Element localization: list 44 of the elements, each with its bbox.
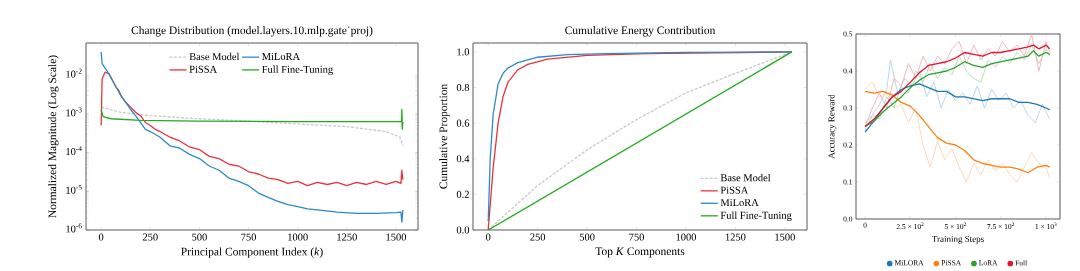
y-tick-label: 0.0	[456, 226, 470, 234]
legend-label: MiLoRA	[720, 199, 759, 207]
y-tick-label: 10$^{-4}$	[66, 146, 82, 156]
x-tick-label: 0	[486, 233, 491, 241]
legend-label: PiSSA	[189, 65, 217, 73]
line-series	[100, 106, 404, 147]
line-series	[100, 51, 404, 223]
x-tick-label: 1500	[775, 233, 795, 241]
x-tick-label: 500	[192, 233, 207, 241]
y-tick-label: 1.0	[457, 48, 470, 56]
x-tick-label: 250	[530, 233, 546, 241]
y-tick-label: 10$^{-2}$	[66, 68, 82, 78]
chart-title: Cumulative Energy Contribution	[565, 26, 716, 37]
x-tick-label: 0	[98, 233, 104, 241]
legend-label: MiLoRA	[262, 52, 300, 60]
x-tick-label: 1250	[725, 233, 746, 241]
legend-label: Full Fine-Tuning	[262, 65, 333, 76]
y-axis-title: Cumulative Proportion	[439, 84, 450, 189]
legend-label: Base Model	[720, 173, 771, 182]
x-axis-title: Top K Components	[595, 247, 685, 258]
y-tick-label: 0.6	[456, 119, 470, 127]
x-axis-title: Training Steps	[932, 235, 984, 244]
legend-label: Full Fine-Tuning	[720, 211, 792, 221]
x-tick-label: 750	[629, 233, 644, 241]
line-series	[864, 81, 1051, 183]
chart-title: Change Distribution (model.layers.10.mlp.gate˙proj)	[131, 26, 373, 37]
x-tick-label: 500	[579, 233, 595, 241]
legend-label: Base Model	[189, 52, 240, 61]
y-tick-label: 10$^{-3}$	[66, 107, 82, 117]
y-tick-label: 0.4	[456, 155, 470, 163]
y-axis-title: Accuracy Reward	[828, 94, 837, 159]
y-tick-label: 0.8	[456, 83, 470, 92]
x-tick-label: 750	[241, 233, 256, 241]
legend-label: PiSSA	[720, 186, 749, 194]
x-tick-label: 1500	[386, 233, 407, 241]
x-tick-label: 250	[142, 233, 158, 241]
x-tick-label: 1000	[676, 233, 697, 241]
x-tick-label: 1000	[288, 233, 308, 241]
y-tick-label: 0.2	[456, 190, 469, 198]
x-tick-label: 1250	[337, 233, 357, 241]
y-axis-title: Normalized Magnitude (Log Scale)	[48, 55, 59, 218]
x-axis-title: Principal Component Index (k)	[181, 247, 323, 258]
y-tick-label: 10$^{-6}$	[66, 223, 82, 233]
y-tick-label: 10$^{-5}$	[66, 184, 82, 194]
